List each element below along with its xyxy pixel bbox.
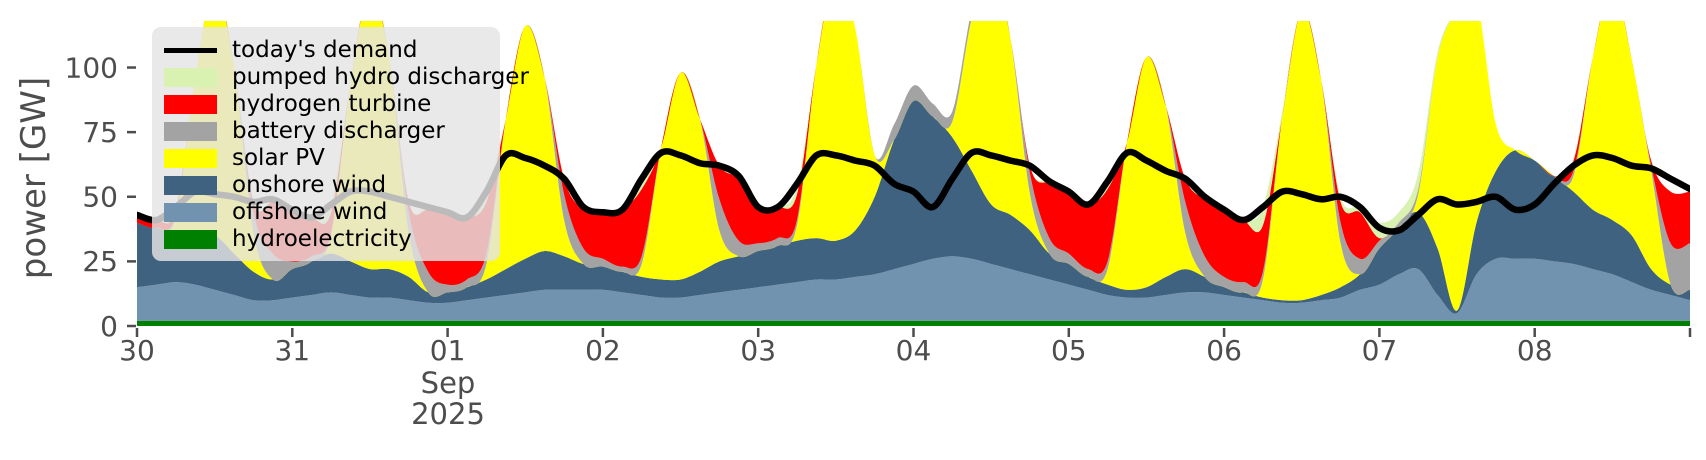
chart-legend: today's demand pumped hydro discharger hyd… — [152, 27, 529, 261]
area-offshore-wind — [137, 256, 1690, 321]
y-tick-label: 75 — [82, 116, 118, 149]
legend-item: battery discharger — [164, 118, 488, 145]
y-tick-label: 50 — [82, 181, 118, 214]
legend-swatch-today-s-demand — [164, 48, 217, 53]
axis-ticks: 0 25 50 75 100 30 31 01 02 03 04 05 06 07 08 — [65, 51, 1692, 367]
x-tick-label: 06 — [1206, 334, 1242, 367]
legend-label: solar PV — [232, 145, 325, 171]
x-tick-label: 08 — [1517, 334, 1553, 367]
legend-label: hydrogen turbine — [232, 91, 432, 117]
x-tick-label: 31 — [274, 334, 310, 367]
x-tick-label: 30 — [119, 334, 155, 367]
x-tick-label: 03 — [740, 334, 776, 367]
legend-swatch-onshore-wind — [164, 176, 217, 195]
legend-item: hydroelectricity — [164, 226, 488, 253]
x-tick-label: 07 — [1362, 334, 1398, 367]
x-axis-year-label: 2025 — [411, 397, 485, 431]
legend-item: pumped hydro discharger — [164, 64, 529, 91]
legend-item: onshore wind — [164, 172, 488, 199]
legend-swatch-hydroelectricity — [164, 230, 217, 249]
y-axis-label: power [GW] — [14, 76, 54, 280]
legend-label: pumped hydro discharger — [232, 64, 529, 90]
x-tick-label: 01 — [430, 334, 466, 367]
x-tick-label: 05 — [1051, 334, 1087, 367]
legend-label: onshore wind — [232, 172, 387, 198]
y-tick-label: 25 — [82, 245, 118, 278]
area-solar-PV — [137, 21, 1690, 311]
y-tick-label: 0 — [100, 310, 118, 343]
legend-item: hydrogen turbine — [164, 91, 488, 118]
legend-label: offshore wind — [232, 199, 388, 225]
legend-label: hydroelectricity — [232, 226, 412, 252]
legend-swatch-pumped-hydro-discharger — [164, 68, 217, 87]
x-tick-label: 04 — [896, 334, 932, 367]
area-hydroelectricity — [137, 320, 1690, 326]
legend-item: solar PV — [164, 145, 488, 172]
legend-item: offshore wind — [164, 199, 488, 226]
area-onshore-wind — [137, 100, 1690, 314]
legend-item: today's demand — [164, 37, 488, 64]
legend-swatch-offshore-wind — [164, 203, 217, 222]
legend-swatch-battery-discharger — [164, 122, 217, 141]
x-axis-month-label: Sep — [420, 366, 476, 400]
legend-label: battery discharger — [232, 118, 445, 144]
legend-swatch-solar-PV — [164, 149, 217, 168]
y-tick-label: 100 — [65, 51, 118, 84]
x-tick-label: 02 — [585, 334, 621, 367]
legend-label: today's demand — [232, 37, 418, 63]
legend-swatch-hydrogen-turbine — [164, 95, 217, 114]
